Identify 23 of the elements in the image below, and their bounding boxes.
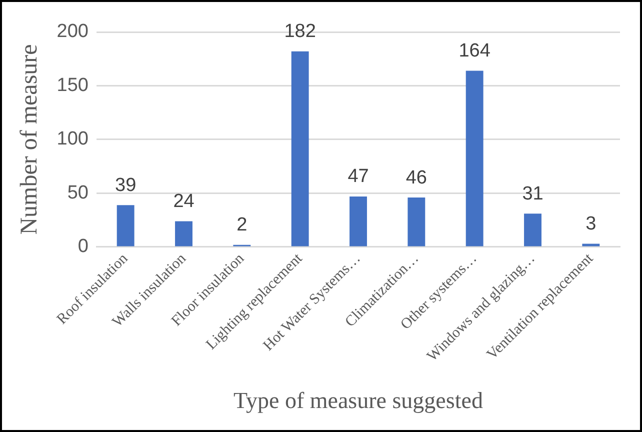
bar <box>291 51 309 246</box>
y-tick-label: 200 <box>56 21 88 42</box>
y-tick-label: 0 <box>78 236 88 258</box>
data-label: 3 <box>586 214 596 235</box>
data-label: 39 <box>115 174 136 196</box>
bar <box>466 70 484 246</box>
bar <box>350 196 367 246</box>
data-label: 2 <box>236 214 248 236</box>
data-label: 164 <box>458 40 491 62</box>
x-axis-title: Type of measure suggested <box>234 388 484 414</box>
y-tick-label: 150 <box>56 74 88 96</box>
bar <box>524 214 542 246</box>
bar <box>408 198 426 246</box>
data-label: 182 <box>284 21 316 42</box>
data-label: 47 <box>348 166 369 188</box>
bar <box>175 221 192 246</box>
data-label: 24 <box>173 190 195 212</box>
y-axis-title: Number of measure <box>16 44 43 235</box>
data-label: 31 <box>522 183 544 204</box>
y-tick-label: 100 <box>56 128 88 150</box>
y-tick-label: 50 <box>67 182 88 204</box>
data-label: 46 <box>406 167 427 188</box>
bar <box>116 205 134 246</box>
